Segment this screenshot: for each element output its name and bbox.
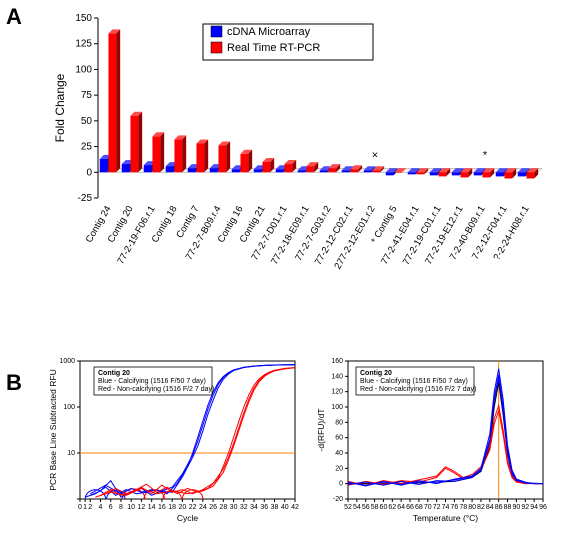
panel-a-svg: -250255075100125150Fold ChangeContig 24C… — [50, 8, 550, 228]
svg-text:34: 34 — [250, 504, 258, 511]
svg-text:120: 120 — [331, 389, 343, 396]
svg-text:100: 100 — [63, 404, 75, 411]
svg-text:16: 16 — [158, 504, 166, 511]
svg-text:0: 0 — [78, 504, 82, 511]
svg-text:32: 32 — [240, 504, 248, 511]
panel-b-label: B — [6, 370, 22, 396]
svg-text:40: 40 — [335, 450, 343, 457]
svg-text:Contig 20: Contig 20 — [98, 370, 130, 377]
svg-text:66: 66 — [406, 504, 414, 511]
svg-text:20: 20 — [335, 465, 343, 472]
svg-text:18: 18 — [168, 504, 176, 511]
svg-text:-25: -25 — [78, 193, 93, 204]
svg-text:12: 12 — [138, 504, 146, 511]
svg-text:10: 10 — [127, 504, 135, 511]
svg-text:8: 8 — [119, 504, 123, 511]
svg-text:80: 80 — [335, 419, 343, 426]
svg-text:30: 30 — [230, 504, 238, 511]
svg-text:42: 42 — [291, 504, 299, 511]
svg-text:150: 150 — [75, 13, 92, 24]
svg-text:PCR Base Line Subtracted RFU: PCR Base Line Subtracted RFU — [48, 369, 58, 490]
svg-text:22: 22 — [189, 504, 197, 511]
svg-text:-20: -20 — [333, 496, 343, 503]
svg-text:64: 64 — [397, 504, 405, 511]
svg-text:92: 92 — [521, 504, 529, 511]
svg-text:62: 62 — [388, 504, 396, 511]
svg-text:88: 88 — [504, 504, 512, 511]
svg-text:82: 82 — [477, 504, 485, 511]
svg-text:38: 38 — [271, 504, 279, 511]
svg-text:4: 4 — [99, 504, 103, 511]
svg-text:cDNA Microarray: cDNA Microarray — [227, 26, 311, 38]
figure: A -250255075100125150Fold ChangeContig 2… — [0, 0, 576, 560]
svg-text:Fold Change: Fold Change — [53, 73, 67, 142]
svg-text:96: 96 — [539, 504, 547, 511]
panel-b-svg: 1010010000124681012141618202224262830323… — [48, 355, 553, 530]
svg-text:Real Time RT-PCR: Real Time RT-PCR — [227, 42, 320, 54]
svg-text:0: 0 — [86, 167, 92, 178]
svg-text:10: 10 — [67, 450, 75, 457]
svg-text:36: 36 — [260, 504, 268, 511]
svg-text:Red - Non-calcifying (1516 F/: Red - Non-calcifying (1516 F/2 7 day) — [98, 386, 214, 393]
svg-text:125: 125 — [75, 39, 92, 50]
svg-text:50: 50 — [81, 116, 93, 127]
svg-text:160: 160 — [331, 358, 343, 365]
svg-text:78: 78 — [459, 504, 467, 511]
svg-text:56: 56 — [362, 504, 370, 511]
svg-text:*: * — [483, 149, 488, 161]
svg-text:1000: 1000 — [59, 358, 75, 365]
svg-text:60: 60 — [380, 504, 388, 511]
panel-a-chart: -250255075100125150Fold ChangeContig 24C… — [50, 8, 550, 228]
svg-text:68: 68 — [415, 504, 423, 511]
panel-a-label: A — [6, 4, 22, 30]
svg-text:20: 20 — [178, 504, 186, 511]
svg-text:24: 24 — [199, 504, 207, 511]
svg-text:80: 80 — [468, 504, 476, 511]
svg-text:Blue - Calcifying (1516 F/50 7: Blue - Calcifying (1516 F/50 7 day) — [98, 378, 206, 385]
svg-text:84: 84 — [486, 504, 494, 511]
svg-text:52: 52 — [344, 504, 352, 511]
svg-text:28: 28 — [219, 504, 227, 511]
svg-text:54: 54 — [353, 504, 361, 511]
svg-text:Blue - Calcifying (1516 F/50 7: Blue - Calcifying (1516 F/50 7 day) — [360, 378, 468, 385]
panel-b-charts: 1010010000124681012141618202224262830323… — [48, 355, 553, 530]
svg-text:25: 25 — [81, 142, 93, 153]
svg-text:Red - Non-calcifying (1516 F/2: Red - Non-calcifying (1516 F/2 7 day) — [360, 386, 476, 393]
svg-text:100: 100 — [75, 64, 92, 75]
svg-text:70: 70 — [424, 504, 432, 511]
svg-text:86: 86 — [495, 504, 503, 511]
svg-text:40: 40 — [281, 504, 289, 511]
svg-text:90: 90 — [513, 504, 521, 511]
svg-text:75: 75 — [81, 90, 93, 101]
svg-text:14: 14 — [148, 504, 156, 511]
svg-text:76: 76 — [450, 504, 458, 511]
svg-text:58: 58 — [371, 504, 379, 511]
svg-text:100: 100 — [331, 404, 343, 411]
svg-text:2: 2 — [88, 504, 92, 511]
svg-text:1: 1 — [83, 504, 87, 511]
svg-text:-d(RFU)/dT: -d(RFU)/dT — [316, 409, 326, 452]
svg-text:26: 26 — [209, 504, 217, 511]
svg-text:Temperature (°C): Temperature (°C) — [413, 513, 478, 523]
svg-text:140: 140 — [331, 373, 343, 380]
svg-text:94: 94 — [530, 504, 538, 511]
svg-text:×: × — [372, 149, 378, 161]
svg-text:60: 60 — [335, 435, 343, 442]
svg-text:6: 6 — [109, 504, 113, 511]
svg-text:Cycle: Cycle — [177, 513, 199, 523]
svg-text:0: 0 — [339, 481, 343, 488]
svg-text:74: 74 — [442, 504, 450, 511]
svg-text:Contig 20: Contig 20 — [360, 370, 392, 377]
svg-text:72: 72 — [433, 504, 441, 511]
